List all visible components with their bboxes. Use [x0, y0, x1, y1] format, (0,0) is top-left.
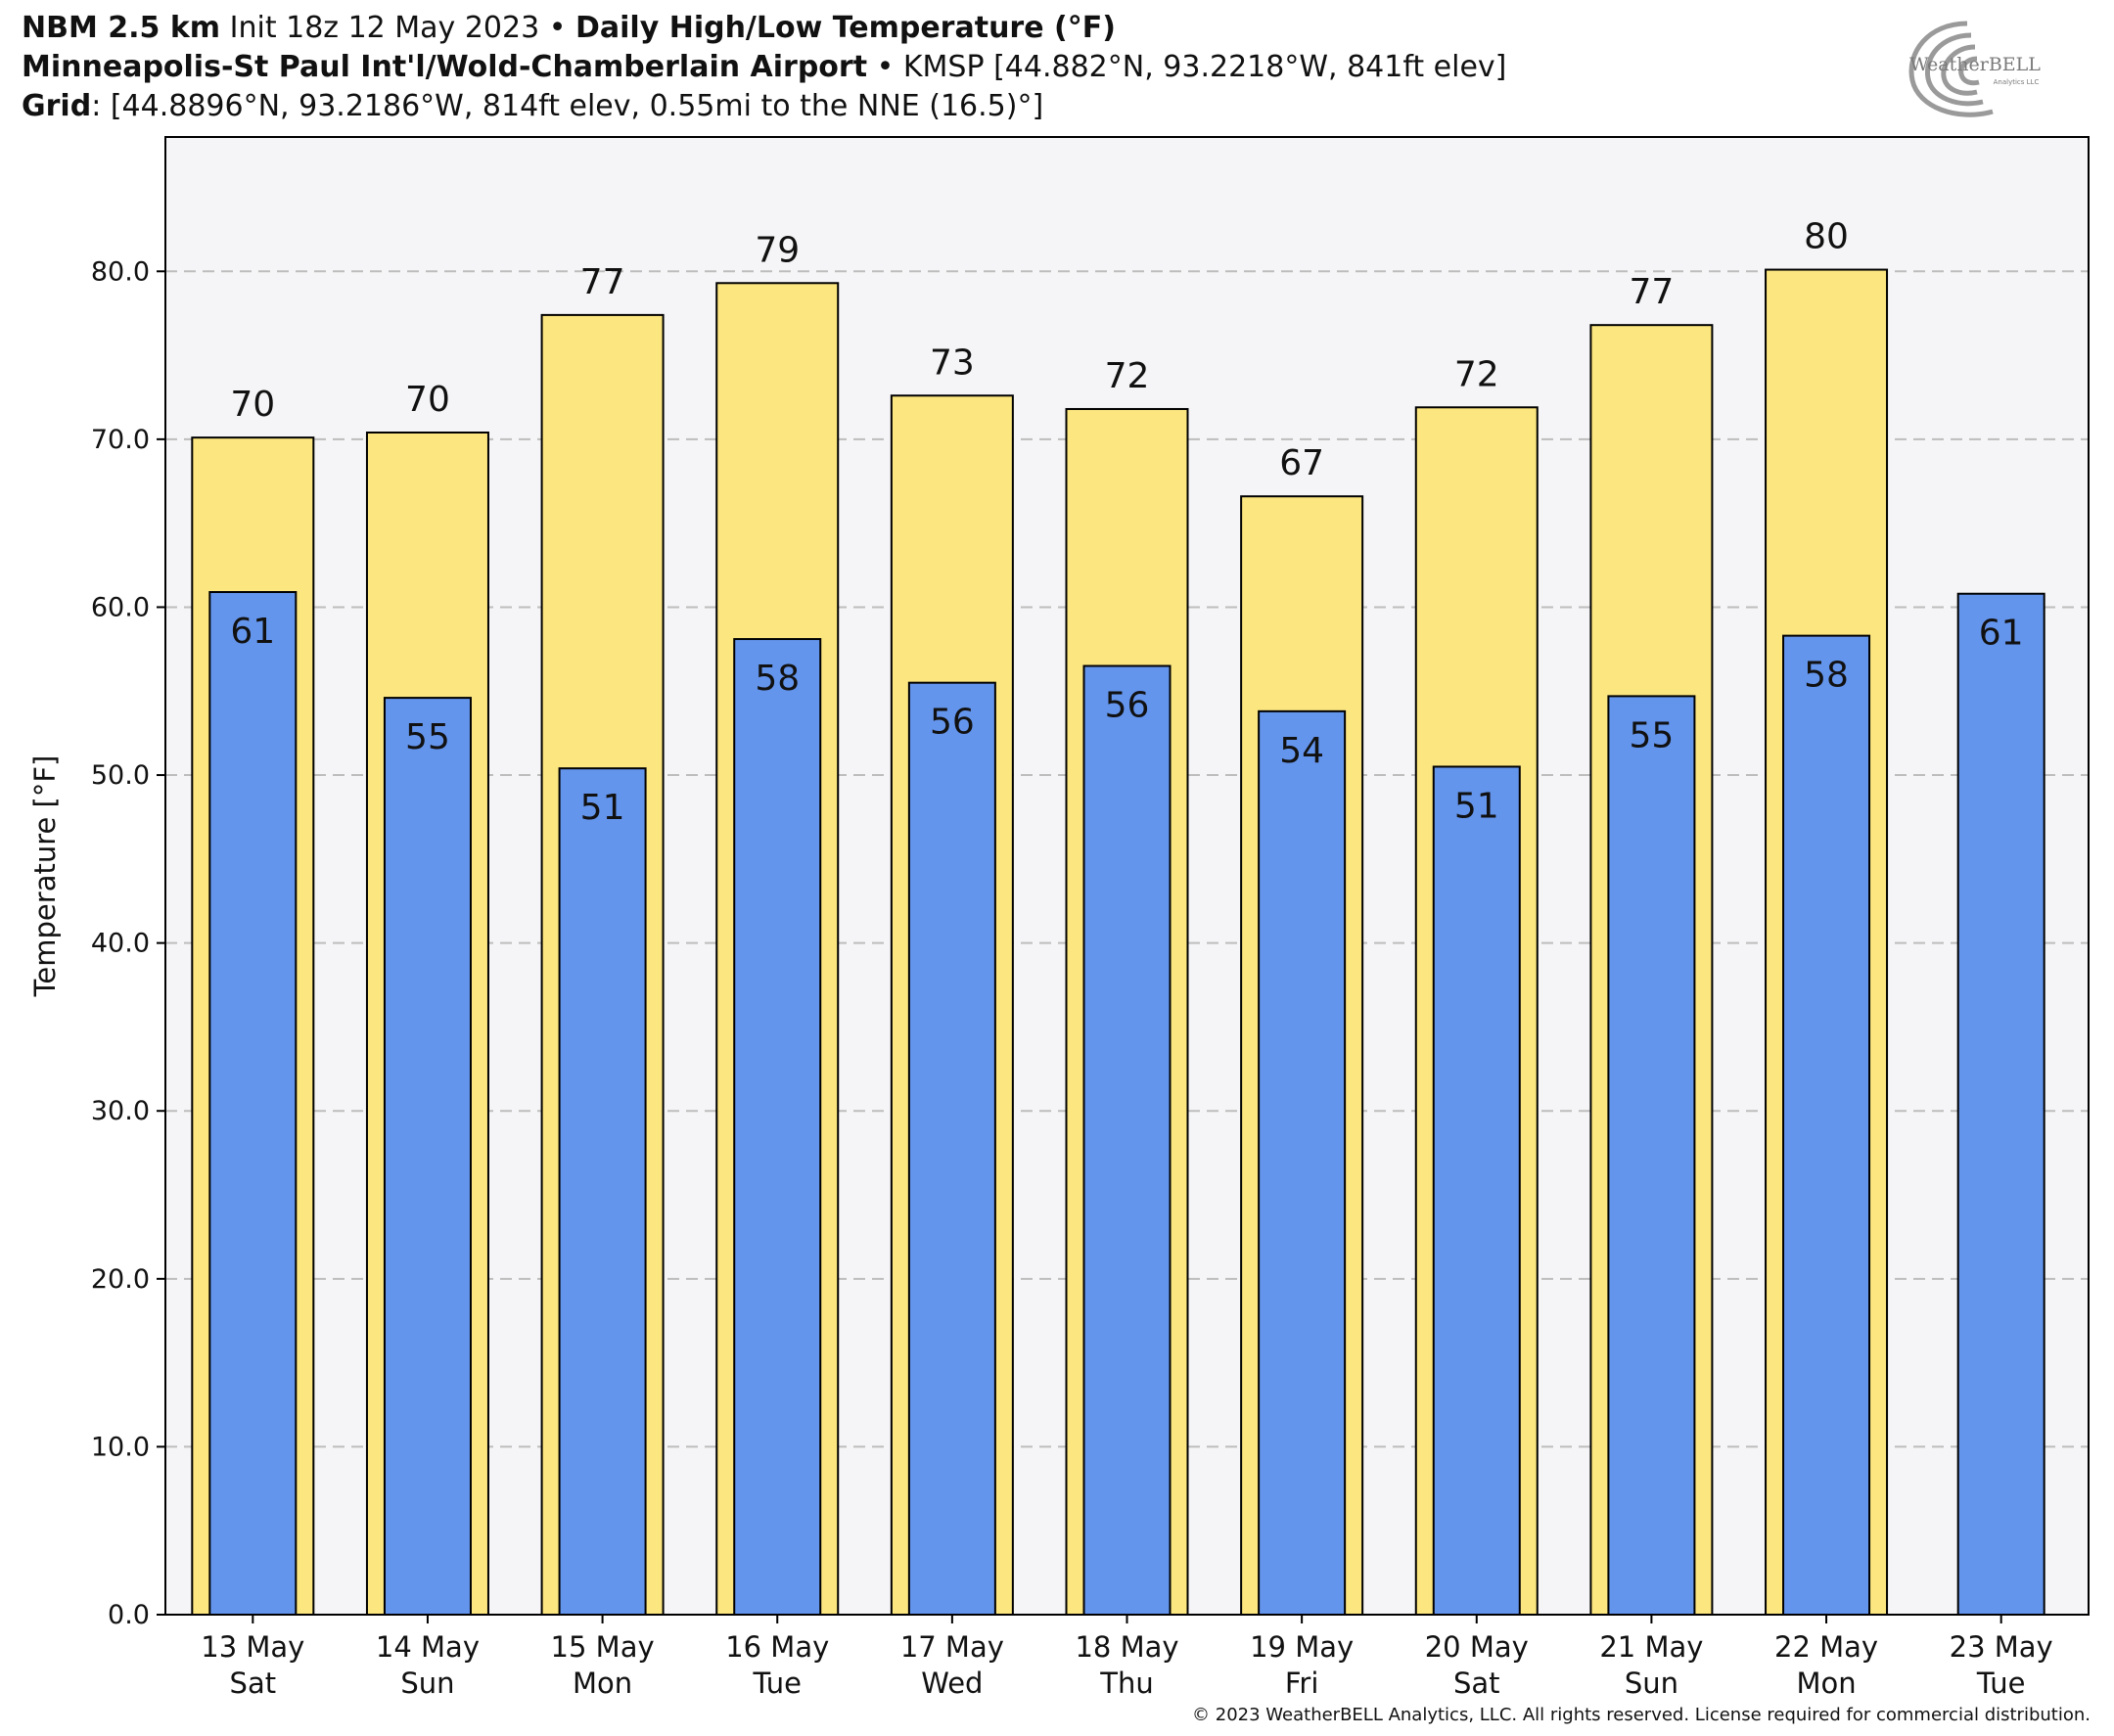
high-temp-label: 77: [1630, 272, 1675, 312]
x-tick-date: 20 May: [1425, 1630, 1529, 1664]
low-temp-label: 61: [1979, 614, 2024, 654]
x-tick-day: Mon: [573, 1667, 632, 1700]
model-name: NBM 2.5 km: [22, 11, 221, 45]
x-tick-date: 13 May: [201, 1630, 304, 1664]
header-line-1: NBM 2.5 km Init 18z 12 May 2023 • Daily …: [22, 10, 1116, 47]
y-tick-label: 70.0: [91, 425, 150, 455]
low-temp-label: 61: [230, 612, 275, 652]
y-tick-label: 30.0: [91, 1096, 150, 1126]
low-temp-label: 55: [405, 717, 450, 757]
y-tick-label: 10.0: [91, 1432, 150, 1462]
logo-subtext: Analytics LLC: [1994, 78, 2040, 86]
data-labels: 70 61 70 55 77 51 79 58 73 56 72 56 67 54 72 51 77 55 80 58…: [230, 217, 2023, 829]
x-tick-day: Thu: [1099, 1667, 1153, 1700]
x-tick-date: 15 May: [551, 1630, 655, 1664]
x-tick-date: 16 May: [725, 1630, 829, 1664]
init-time: Init 18z 12 May 2023: [229, 11, 540, 45]
grid-label: Grid: [22, 89, 92, 123]
x-tick-day: Tue: [752, 1667, 802, 1700]
product-name: Daily High/Low Temperature (°F): [575, 11, 1116, 45]
low-temp-bar: [1258, 709, 1347, 1616]
high-temp-label: 70: [405, 380, 450, 420]
bars: [191, 268, 2045, 1617]
x-tick-day: Sat: [230, 1667, 277, 1700]
plot-frame: [164, 136, 2090, 1616]
x-tick-day: Mon: [1796, 1667, 1856, 1700]
low-temp-bar: [1956, 592, 2045, 1616]
y-tick-label: 40.0: [91, 929, 150, 959]
high-temp-label: 70: [230, 385, 275, 425]
high-temp-label: 77: [580, 262, 625, 302]
low-temp-bar: [383, 697, 472, 1616]
x-tick-date: 19 May: [1250, 1630, 1354, 1664]
x-tick-day: Wed: [921, 1667, 983, 1700]
y-axis-label: Temperature [°F]: [28, 755, 62, 998]
y-tick-label: 0.0: [108, 1600, 150, 1630]
y-tick-label: 50.0: [91, 760, 150, 791]
x-tick-date: 14 May: [376, 1630, 480, 1664]
separator: •: [876, 50, 895, 84]
high-temp-label: 67: [1279, 443, 1324, 483]
x-tick-date: 18 May: [1075, 1630, 1178, 1664]
y-tick-label: 60.0: [91, 592, 150, 622]
low-temp-bar: [1082, 664, 1172, 1616]
low-temp-bar: [208, 591, 298, 1616]
low-temp-label: 51: [1454, 786, 1499, 826]
x-tick-day: Sat: [1453, 1667, 1500, 1700]
x-tick-date: 22 May: [1774, 1630, 1878, 1664]
x-tick-day: Tue: [1976, 1667, 2026, 1700]
low-temp-label: 58: [755, 659, 800, 699]
low-temp-label: 54: [1279, 731, 1324, 771]
x-tick-day: Sun: [400, 1667, 454, 1700]
low-temp-bar: [1432, 765, 1521, 1616]
high-temp-label: 73: [930, 343, 975, 383]
station-info: KMSP [44.882°N, 93.2218°W, 841ft elev]: [902, 50, 1507, 84]
high-temp-label: 79: [755, 230, 800, 270]
header-line-2: Minneapolis-St Paul Int'l/Wold-Chamberla…: [22, 49, 1506, 86]
x-tick-date: 17 May: [900, 1630, 1004, 1664]
high-temp-label: 72: [1454, 354, 1499, 394]
high-temp-label: 80: [1804, 217, 1849, 257]
low-temp-label: 56: [1105, 686, 1150, 726]
copyright-notice: © 2023 WeatherBELL Analytics, LLC. All r…: [1192, 1705, 2091, 1725]
separator: •: [548, 11, 567, 45]
low-temp-bar: [1607, 695, 1696, 1616]
low-temp-bar: [1782, 634, 1871, 1616]
low-temp-label: 51: [580, 788, 625, 828]
low-temp-bar: [558, 767, 647, 1616]
weatherbell-logo: WeatherBELL Analytics LLC: [1908, 21, 2041, 117]
x-tick-day: Sun: [1625, 1667, 1678, 1700]
station-name: Minneapolis-St Paul Int'l/Wold-Chamberla…: [22, 50, 868, 84]
low-temp-bar: [733, 638, 822, 1616]
y-tick-label: 80.0: [91, 256, 150, 287]
axes: 0.0 10.0 20.0 30.0 40.0 50.0 60.0 70.0 80.0 13 Ma…: [91, 256, 2053, 1700]
low-temp-bar: [907, 681, 996, 1616]
logo-text: WeatherBELL: [1909, 54, 2041, 75]
x-tick-date: 21 May: [1599, 1630, 1703, 1664]
low-temp-label: 55: [1630, 715, 1675, 755]
high-temp-label: 72: [1105, 356, 1150, 396]
x-tick-day: Fri: [1285, 1667, 1319, 1700]
y-tick-label: 20.0: [91, 1264, 150, 1295]
low-temp-label: 56: [930, 703, 975, 743]
grid-info: : [44.8896°N, 93.2186°W, 814ft elev, 0.5…: [91, 89, 1044, 123]
x-tick-date: 23 May: [1950, 1630, 2053, 1664]
low-temp-label: 58: [1804, 656, 1849, 696]
header-line-3: Grid: [44.8896°N, 93.2186°W, 814ft elev,…: [22, 88, 1043, 125]
